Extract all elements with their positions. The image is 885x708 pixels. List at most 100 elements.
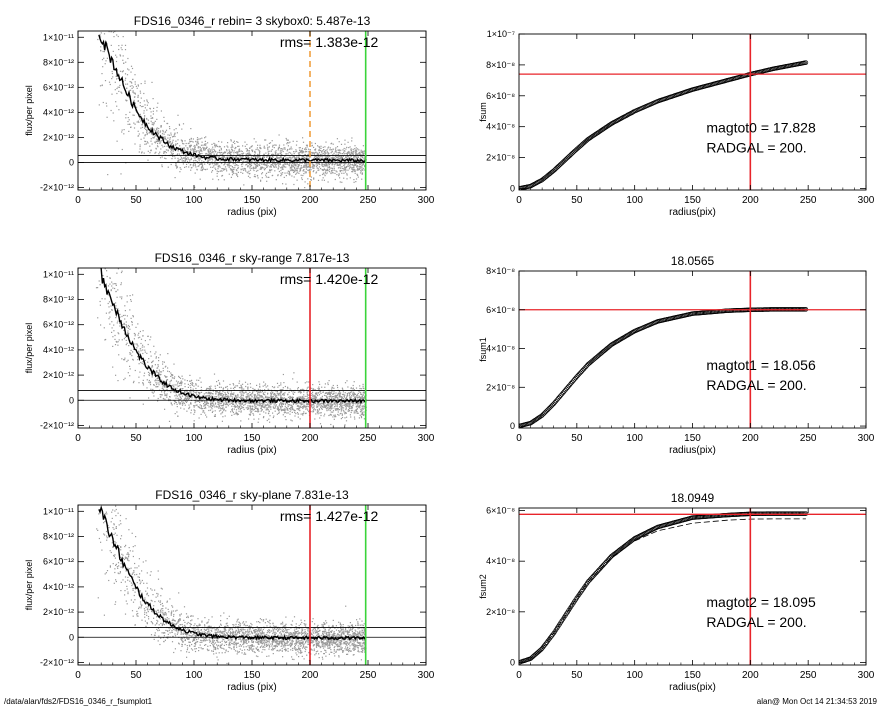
scatter-point: [275, 165, 277, 167]
scatter-point: [288, 173, 290, 175]
scatter-point: [159, 130, 162, 132]
scatter-point: [142, 352, 144, 355]
scatter-point: [358, 169, 360, 171]
scatter-point: [240, 397, 243, 399]
scatter-point: [206, 146, 208, 148]
scatter-point: [211, 393, 213, 395]
scatter-point: [219, 403, 221, 405]
scatter-point: [202, 398, 204, 400]
scatter-point: [334, 401, 336, 403]
scatter-point: [362, 167, 364, 170]
scatter-point: [330, 167, 332, 169]
scatter-point: [131, 324, 133, 326]
scatter-point: [268, 155, 270, 158]
scatter-point: [252, 168, 254, 170]
scatter-point: [324, 152, 326, 154]
scatter-point: [354, 158, 356, 160]
scatter-point: [227, 152, 229, 154]
scatter-point: [186, 410, 188, 412]
scatter-point: [218, 396, 220, 398]
x-tick-label: 250: [800, 195, 817, 206]
scatter-point: [360, 156, 362, 158]
scatter-point: [167, 142, 170, 144]
scatter-point: [204, 168, 206, 170]
scatter-point: [162, 397, 164, 400]
scatter-point: [200, 398, 202, 401]
scatter-point: [164, 151, 166, 153]
scatter-point: [217, 406, 219, 408]
scatter-point: [166, 140, 168, 142]
scatter-point: [170, 147, 172, 149]
scatter-point: [360, 170, 362, 172]
scatter-point: [336, 174, 338, 176]
scatter-point: [173, 363, 175, 365]
scatter-point: [284, 147, 286, 149]
scatter-point: [159, 354, 161, 356]
scatter-point: [328, 395, 330, 398]
scatter-point: [249, 147, 251, 149]
curve-marker: [610, 120, 615, 126]
scatter-point: [334, 397, 336, 399]
scatter-point: [235, 158, 237, 160]
scatter-point: [189, 138, 191, 141]
scatter-point: [117, 380, 119, 382]
scatter-point: [223, 161, 225, 163]
scatter-point: [153, 123, 155, 125]
scatter-point: [349, 163, 351, 165]
scatter-point: [330, 161, 332, 163]
scatter-point: [116, 105, 118, 107]
scatter-point: [124, 359, 126, 361]
scatter-point: [243, 167, 245, 170]
scatter-point: [234, 165, 236, 167]
scatter-point: [300, 165, 302, 167]
scatter-point: [113, 330, 115, 332]
scatter-point: [209, 163, 211, 165]
scatter-point: [115, 54, 117, 56]
scatter-point: [116, 87, 118, 90]
scatter-point: [246, 153, 248, 155]
scatter-point: [282, 408, 284, 411]
scatter-point: [160, 371, 163, 373]
scatter-point: [124, 333, 126, 335]
scatter-point: [204, 406, 206, 408]
scatter-point: [200, 144, 203, 146]
scatter-point: [264, 147, 266, 149]
scatter-point: [348, 407, 350, 409]
x-tick-label: 0: [516, 195, 522, 206]
scatter-point: [133, 99, 135, 101]
scatter-point: [230, 161, 232, 163]
scatter-point: [277, 147, 280, 149]
scatter-point: [275, 398, 277, 400]
scatter-point: [149, 381, 152, 383]
scatter-point: [162, 136, 164, 138]
scatter-point: [147, 343, 149, 346]
scatter-point: [160, 110, 162, 112]
scatter-point: [157, 138, 159, 141]
scatter-point: [145, 126, 147, 128]
scatter-point: [208, 386, 211, 388]
scatter-point: [181, 401, 183, 403]
scatter-point: [242, 153, 244, 155]
scatter-point: [257, 394, 259, 396]
scatter-point: [177, 381, 179, 383]
scatter-point: [219, 390, 221, 392]
scatter-point: [140, 342, 142, 345]
scatter-point: [307, 394, 309, 396]
scatter-point: [132, 91, 134, 93]
scatter-point: [356, 173, 358, 175]
scatter-point: [354, 172, 356, 174]
scatter-point: [245, 170, 247, 172]
scatter-point: [331, 170, 333, 172]
scatter-point: [261, 409, 263, 411]
scatter-point: [219, 146, 221, 148]
scatter-point: [247, 156, 250, 158]
scatter-point: [212, 151, 214, 153]
scatter-point: [255, 167, 257, 169]
scatter-point: [282, 409, 284, 411]
scatter-point: [147, 371, 150, 373]
scatter-point: [257, 153, 259, 155]
scatter-point: [348, 404, 350, 406]
scatter-point: [320, 406, 322, 408]
scatter-point: [99, 304, 101, 306]
